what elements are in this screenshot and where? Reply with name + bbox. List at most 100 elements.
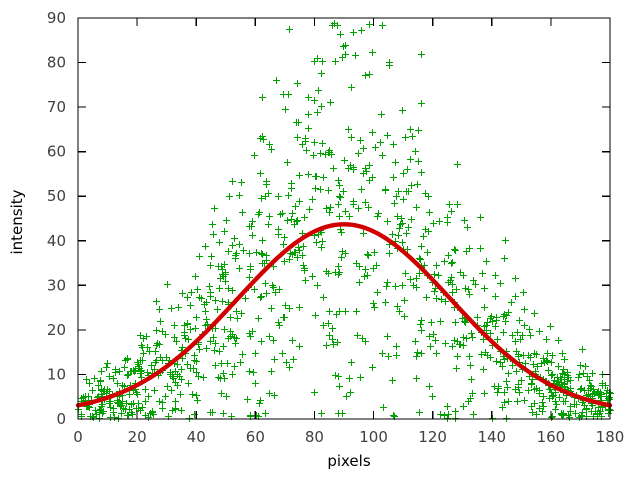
scatter-point [231,334,238,341]
scatter-point [332,372,339,379]
scatter-point [505,309,512,316]
x-tick-label: 60 [246,428,265,446]
scatter-point [377,139,384,146]
scatter-point [318,70,325,77]
scatter-point [310,152,317,159]
gaussian-fit-curve [75,222,613,408]
scatter-point [279,350,286,357]
scatter-point [460,334,467,341]
scatter-point [417,256,424,263]
scatter-point [164,383,171,390]
scatter-point [374,213,381,220]
scatter-point [425,228,432,235]
scatter-point [418,317,425,324]
scatter-point [252,350,259,357]
scatter-point [265,221,272,228]
scatter-point [449,343,456,350]
scatter-point [522,360,529,367]
scatter-point [369,49,376,56]
scatter-point [280,91,287,98]
scatter-point [359,335,366,342]
scatter-point [159,405,166,412]
scatter-point [346,213,353,220]
y-tick-label: 70 [47,98,66,116]
scatter-point [540,403,547,410]
scatter-point [401,313,408,320]
scatter-point [479,270,486,277]
scatter-point [405,224,412,231]
scatter-point [217,275,224,282]
scatter-point [356,279,363,286]
scatter-point [212,297,219,304]
scatter-point [193,314,200,321]
scatter-point [153,298,160,305]
scatter-point [505,370,512,377]
scatter-point [320,174,327,181]
scatter-point [326,147,333,154]
scatter-point [508,299,515,306]
scatter-point [293,218,300,225]
scatter-point [428,319,435,326]
scatter-point [239,209,246,216]
scatter-point [520,289,527,296]
scatter-point [378,111,385,118]
scatter-point [407,276,414,283]
scatter-point [579,409,586,416]
scatter-point [430,220,437,227]
scatter-point [433,262,440,269]
scatter-point [497,359,504,366]
scatter-point [391,200,398,207]
scatter-point [552,398,559,405]
scatter-point [320,322,327,329]
scatter-point [187,326,194,333]
scatter-point [407,126,414,133]
scatter-point [525,387,532,394]
scatter-point [371,304,378,311]
scatter-point [561,381,568,388]
scatter-point [500,329,507,336]
y-tick-label: 20 [47,321,66,339]
scatter-point [313,173,320,180]
scatter-point [431,271,438,278]
scatter-point [175,304,182,311]
scatter-point [392,159,399,166]
scatter-point [413,353,420,360]
scatter-point [140,350,147,357]
scatter-point [305,125,312,132]
scatter-point [294,217,301,224]
scatter-point [167,371,174,378]
scatter-point [538,360,545,367]
scatter-point [555,378,562,385]
scatter-point [430,331,437,338]
scatter-point [336,213,343,220]
scatter-point [210,231,217,238]
scatter-point [567,377,574,384]
scatter-point [544,350,551,357]
scatter-point [418,350,425,357]
scatter-point [229,287,236,294]
scatter-point [348,84,355,91]
scatter-point [189,391,196,398]
scatter-point [195,373,202,380]
scatter-point [220,370,227,377]
scatter-point [216,348,223,355]
scatter-point [311,139,318,146]
scatter-point [365,204,372,211]
scatter-point [144,344,151,351]
scatter-point [247,333,254,340]
scatter-point [442,340,449,347]
scatter-point [436,218,443,225]
scatter-point [342,51,349,58]
scatter-point [374,289,381,296]
x-tick-label: 120 [418,428,447,446]
scatter-point [492,323,499,330]
scatter-point [234,315,241,322]
scatter-point [366,177,373,184]
scatter-point [275,226,282,233]
scatter-point [258,293,265,300]
scatter-point [301,267,308,274]
x-tick-label: 40 [187,428,206,446]
scatter-point [309,196,316,203]
scatter-point [559,370,566,377]
scatter-point [328,151,335,158]
